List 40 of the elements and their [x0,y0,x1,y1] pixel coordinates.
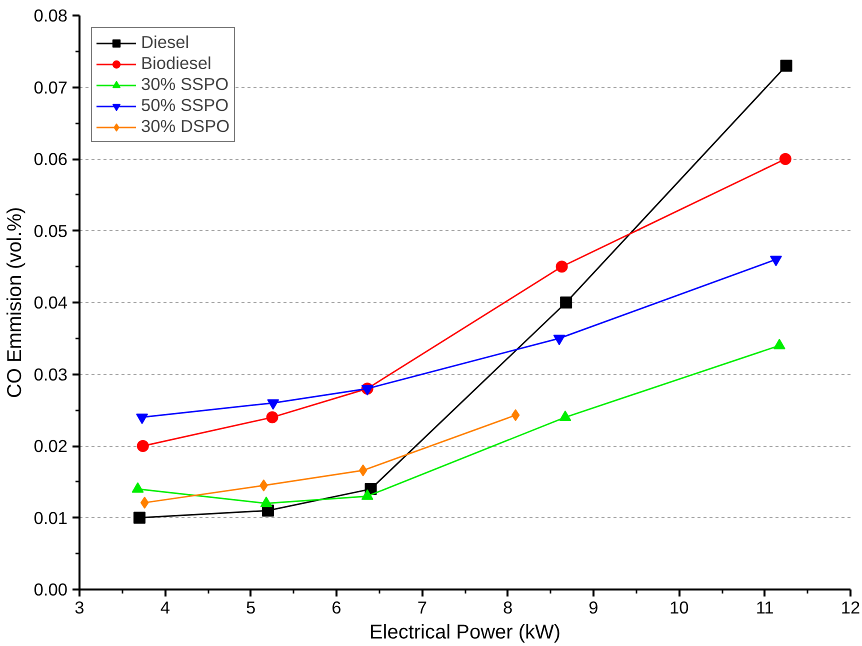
x-tick-label: 5 [246,598,256,618]
point [560,296,572,308]
legend-label: Diesel [141,32,190,53]
point [136,414,148,424]
x-axis-title: Electrical Power (kW) [369,622,561,644]
x-tick-label: 4 [160,598,170,618]
point [779,153,792,165]
y-tick-label: 0.07 [34,77,68,98]
point [553,334,566,346]
y-tick-label: 0.03 [34,364,68,384]
point [511,409,520,422]
point [770,256,782,266]
point [780,60,792,72]
y-tick-label: 0.05 [34,220,68,241]
y-tick-label: 0.08 [34,6,68,26]
y-axis-title: CO Emmision (vol.%) [4,206,26,398]
x-tick-label: 12 [840,598,860,618]
point [266,411,278,424]
y-tick-label: 0.01 [34,508,68,528]
y-tick-label: 0.06 [34,149,68,169]
point [358,464,368,476]
point [556,260,568,273]
x-tick-label: 3 [74,598,84,618]
y-tick-label: 0.02 [34,436,68,456]
point [140,496,149,509]
x-tick-label: 9 [588,598,598,618]
x-tick-label: 10 [670,598,689,618]
legend-label: 30% DSPO [141,116,230,137]
x-tick-label: 6 [332,598,342,618]
point [133,512,146,524]
legend-label: 30% SSPO [141,74,229,95]
y-tick-label: 0.04 [34,292,68,312]
point [267,399,280,410]
x-tick-label: 8 [503,598,513,618]
legend-label: Biodiesel [141,53,212,74]
x-tick-label: 11 [756,598,774,618]
x-tick-label: 7 [417,598,427,618]
legend-label: 50% SSPO [141,95,229,116]
y-tick-label: 0.00 [34,580,68,600]
point [136,440,149,452]
